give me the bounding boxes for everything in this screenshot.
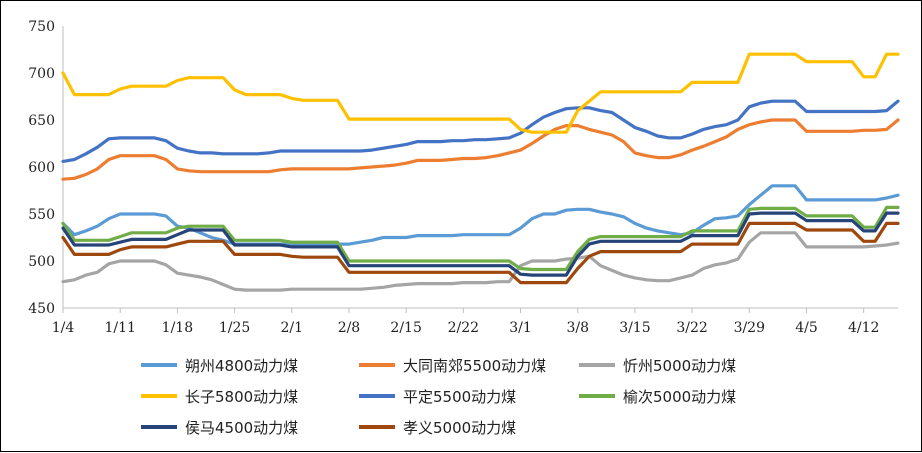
x-tick-label: 1/4 (52, 320, 75, 336)
legend-label: 侯马4500动力煤 (185, 419, 298, 437)
x-tick-label: 1/18 (162, 320, 193, 336)
legend-label: 朔州4800动力煤 (185, 357, 298, 375)
series-line (61, 118, 900, 181)
x-tick-label: 3/22 (676, 320, 707, 336)
x-tick-label: 2/22 (448, 320, 479, 336)
x-tick-label: 3/29 (734, 320, 765, 336)
x-tick-label: 2/1 (281, 320, 304, 336)
x-tick-label: 4/12 (848, 320, 879, 336)
series-line (61, 52, 900, 134)
series-line (61, 99, 900, 163)
y-tick-label: 450 (28, 301, 55, 317)
x-tick-label: 2/15 (390, 320, 421, 336)
series-lines (61, 52, 900, 292)
legend-label: 榆次5000动力煤 (623, 388, 736, 406)
y-tick-label: 500 (28, 254, 55, 270)
legend-label: 长子5800动力煤 (185, 388, 298, 406)
x-tick-label: 3/1 (509, 320, 532, 336)
x-tick-label: 1/25 (219, 320, 250, 336)
x-tick-label: 3/15 (619, 320, 650, 336)
legend-label: 孝义5000动力煤 (403, 419, 516, 437)
y-tick-label: 550 (28, 207, 55, 223)
series-line (61, 221, 900, 285)
x-tick-label: 4/5 (795, 320, 818, 336)
axes: 450 500 550 600 650 700 750 1/4 1/11 1/18 1/25 2/1 2… (28, 19, 898, 336)
series-line (61, 211, 900, 277)
series-line (61, 231, 900, 292)
x-tick-label: 1/11 (104, 320, 135, 336)
series-line (61, 184, 900, 246)
legend-label: 平定5500动力煤 (403, 388, 516, 406)
legend-label: 大同南郊5500动力煤 (403, 357, 546, 375)
x-tick-label: 2/8 (338, 320, 361, 336)
x-tick-label: 3/8 (566, 320, 589, 336)
legend-label: 忻州5000动力煤 (623, 357, 736, 375)
y-tick-label: 650 (28, 113, 55, 129)
series-line (61, 205, 900, 272)
y-tick-label: 600 (28, 160, 55, 176)
y-tick-label: 750 (28, 19, 55, 35)
y-tick-label: 700 (28, 66, 55, 82)
